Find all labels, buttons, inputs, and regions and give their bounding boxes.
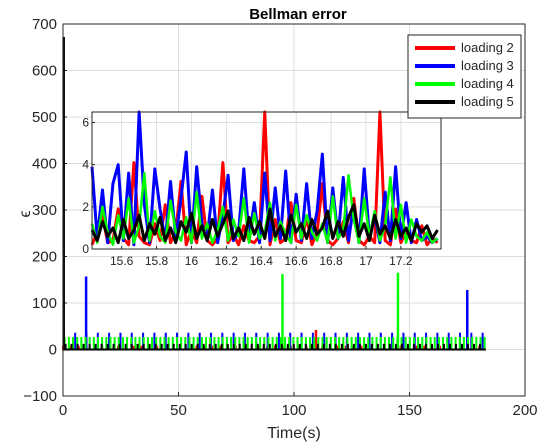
inset-line-loading-5 <box>90 203 439 245</box>
main-series-loading-5 <box>62 37 486 351</box>
main-line-loading-5 <box>63 343 486 351</box>
inset-x-tick-label: 16 <box>185 254 199 268</box>
main-plot-frame <box>62 23 526 397</box>
main-x-tick-label: 0 <box>59 402 67 419</box>
main-y-tick-label: 100 <box>32 295 57 312</box>
inset-y-tick-label: 2 <box>82 200 89 214</box>
inset-y-tick-label: 6 <box>82 116 89 130</box>
main-x-tick-label: 150 <box>397 402 422 419</box>
legend-label-loading-3: loading 3 <box>461 58 514 73</box>
inset-frame <box>91 111 442 250</box>
legend-item-loading-4: loading 4 <box>415 76 514 91</box>
inset-x-tick-label: 17 <box>359 254 373 268</box>
inset-x-tick-label: 15.8 <box>145 254 169 268</box>
legend-label-loading-5: loading 5 <box>461 94 514 109</box>
legend-item-loading-2: loading 2 <box>415 40 514 55</box>
inset-x-tick-label: 15.6 <box>110 254 134 268</box>
main-x-tick-label: 50 <box>170 402 187 419</box>
main-x-tick-label: 200 <box>512 402 537 419</box>
inset-x-tick-label: 16.2 <box>215 254 239 268</box>
main-series-layer <box>62 37 486 351</box>
chart-title: Bellman error <box>249 6 347 23</box>
main-y-tick-label: 0 <box>49 342 57 359</box>
inset-line-loading-3 <box>90 110 439 247</box>
y-axis-label: ϵ <box>17 210 34 217</box>
inset-x-tick-label: 16.4 <box>250 254 274 268</box>
main-x-tick-label: 100 <box>281 402 306 419</box>
legend: loading 2 loading 3 loading 4 loading 5 <box>407 34 522 119</box>
inset-tick-labels: 15.6 15.8 16 16.2 16.4 16.6 16.8 17 17.2 0 2 4 6 <box>82 116 413 268</box>
main-y-tick-label: 200 <box>32 249 57 266</box>
inset-y-tick-label: 4 <box>82 158 89 172</box>
inset-x-tick-label: 16.6 <box>284 254 308 268</box>
legend-item-loading-5: loading 5 <box>415 94 514 109</box>
x-axis-label: Time(s) <box>267 425 321 442</box>
main-y-tick-label: 700 <box>32 16 57 33</box>
inset-x-tick-label: 17.2 <box>389 254 413 268</box>
main-y-tick-label: 500 <box>32 109 57 126</box>
legend-label-loading-4: loading 4 <box>461 76 514 91</box>
inset-x-tick-label: 16.8 <box>319 254 343 268</box>
main-y-tick-label: 300 <box>32 202 57 219</box>
main-y-tick-label: 600 <box>32 63 57 80</box>
main-y-tick-label: −100 <box>23 388 57 405</box>
legend-label-loading-2: loading 2 <box>461 40 514 55</box>
inset-y-tick-label: 0 <box>82 242 89 256</box>
legend-item-loading-3: loading 3 <box>415 58 514 73</box>
main-y-tick-label: 400 <box>32 156 57 173</box>
